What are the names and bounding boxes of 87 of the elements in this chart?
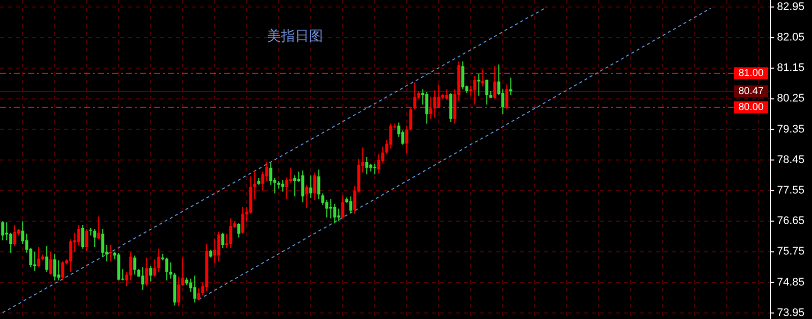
y-tick-label: 75.75 xyxy=(777,246,805,258)
candlestick xyxy=(5,222,8,241)
candlestick xyxy=(153,258,156,278)
candlestick xyxy=(169,262,172,280)
ref-line-label: 81.00 xyxy=(738,68,764,79)
candlestick xyxy=(93,228,96,248)
candlestick xyxy=(149,266,152,282)
candlestick xyxy=(101,228,104,258)
candlestick xyxy=(313,172,316,201)
candlestick xyxy=(221,232,224,249)
line-series xyxy=(2,6,548,314)
candlestick xyxy=(141,266,144,290)
candlestick xyxy=(85,228,88,252)
y-tick-label: 78.45 xyxy=(777,154,805,166)
candlestick xyxy=(213,238,216,264)
candlestick xyxy=(269,162,272,186)
y-tick-label: 79.35 xyxy=(777,123,805,136)
candlestick xyxy=(197,288,200,301)
candlestick xyxy=(321,192,324,206)
candlestick xyxy=(37,246,40,268)
candlestick xyxy=(49,251,52,276)
candlestick xyxy=(285,176,288,200)
candlestick xyxy=(145,257,148,287)
candlestick xyxy=(69,238,72,272)
candlestick xyxy=(261,171,264,192)
candlestick xyxy=(485,79,488,106)
candlestick xyxy=(129,251,132,281)
y-tick-label: 76.65 xyxy=(777,215,805,228)
candlestick xyxy=(333,203,336,224)
candlestick xyxy=(61,260,64,281)
candlestick xyxy=(177,276,180,307)
candlestick xyxy=(133,255,136,276)
line-series xyxy=(198,8,712,300)
candlestick xyxy=(325,200,328,218)
y-tick-label: 82.05 xyxy=(777,32,805,44)
candlestick xyxy=(9,232,12,254)
candlestick xyxy=(97,216,100,240)
text: 美指日图 xyxy=(267,28,323,44)
candlestick xyxy=(289,167,292,184)
candlestick xyxy=(317,169,320,200)
candlestick xyxy=(349,196,352,214)
y-tick-label: 81.15 xyxy=(777,62,805,74)
candlestick xyxy=(405,125,408,154)
y-tick-label: 73.95 xyxy=(777,306,805,319)
ref-line-label: 80.47 xyxy=(738,86,764,97)
candlestick xyxy=(57,260,60,281)
y-tick-label: 77.55 xyxy=(777,184,805,197)
candlestick xyxy=(33,251,36,272)
candlestick xyxy=(253,170,256,200)
candlestick xyxy=(509,77,512,96)
candlestick xyxy=(217,231,220,262)
candlestick xyxy=(305,184,308,208)
candlestick xyxy=(293,174,296,197)
candlestick xyxy=(165,257,168,281)
candlestick xyxy=(13,224,16,247)
candlestick xyxy=(109,244,112,262)
candlestick xyxy=(473,76,476,106)
candlestick xyxy=(45,246,48,272)
candlestick xyxy=(377,154,380,174)
candlestick xyxy=(301,170,304,203)
candlestick xyxy=(365,156,368,175)
candlestick xyxy=(373,163,376,175)
candlestick xyxy=(329,198,332,219)
candlestick xyxy=(445,88,448,100)
candlestick xyxy=(309,174,312,199)
candlestick xyxy=(389,123,392,149)
candlestick xyxy=(341,194,344,219)
candlestick xyxy=(241,206,244,234)
candlestick xyxy=(461,60,464,90)
candlestick xyxy=(193,275,196,303)
candlestick xyxy=(337,208,340,222)
y-tick-label: 82.95 xyxy=(777,0,805,13)
candlestick xyxy=(237,222,240,238)
y-tick-label: 80.25 xyxy=(777,92,805,105)
candlestick xyxy=(229,218,232,249)
candlestick xyxy=(477,73,480,96)
candlestick xyxy=(425,92,428,124)
candlestick xyxy=(53,253,56,281)
candlestick xyxy=(77,224,80,246)
candlestick xyxy=(401,130,404,146)
candlestick xyxy=(81,224,84,250)
candlestick xyxy=(281,180,284,192)
y-tick-label: 74.85 xyxy=(777,276,805,288)
candlestick xyxy=(1,220,4,241)
candlestick xyxy=(157,248,160,272)
ref-line-label: 80.00 xyxy=(738,102,764,113)
candlestick xyxy=(265,162,268,182)
